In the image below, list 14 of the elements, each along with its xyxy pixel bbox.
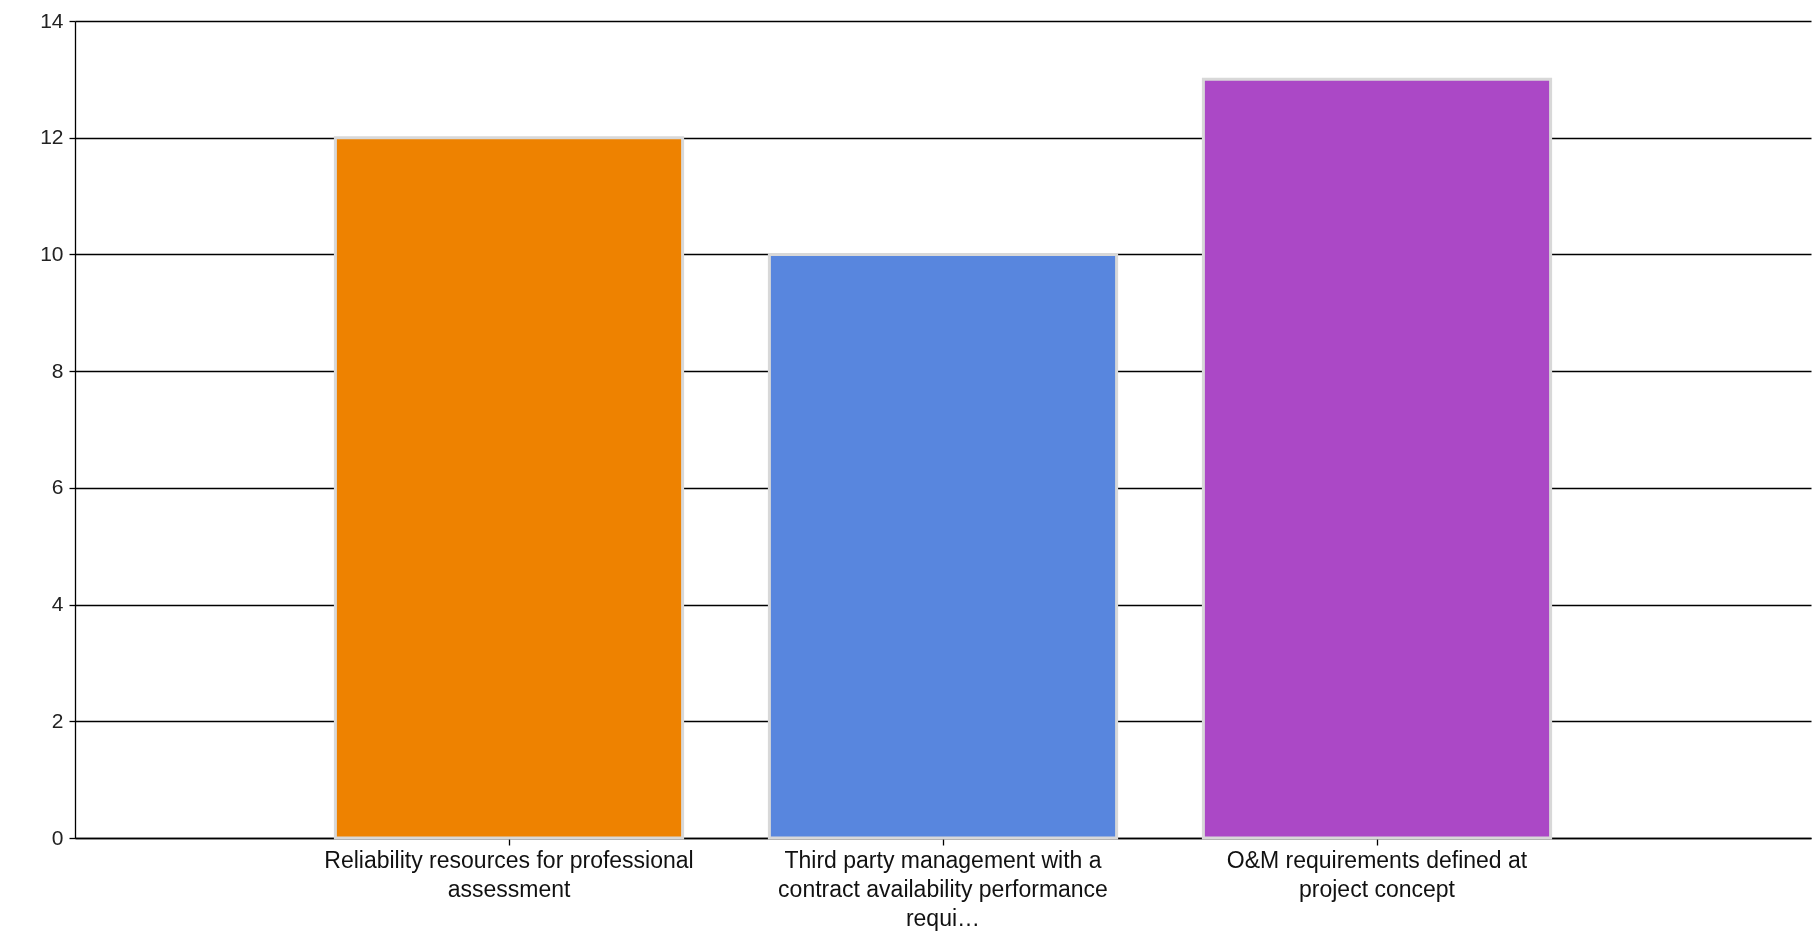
bar (1201, 77, 1553, 840)
x-tick-label: Third party management with a contract availability performance requi… (778, 846, 1108, 931)
bar (333, 136, 685, 840)
y-tick-label: 14 (40, 8, 64, 32)
bar (767, 252, 1119, 840)
x-tick-label: O&M requirements defined at project concept (1226, 846, 1528, 902)
y-tick-label: 2 (51, 708, 64, 732)
y-tick-label: 12 (40, 125, 64, 149)
y-tick-label: 6 (51, 475, 64, 499)
y-tick-label: 10 (40, 241, 64, 265)
y-tick-label: 0 (51, 825, 64, 849)
y-tick-label: 8 (51, 358, 64, 382)
y-tick-label: 4 (51, 592, 64, 616)
x-tick-label: Reliability resources for professional assessment (324, 846, 694, 902)
